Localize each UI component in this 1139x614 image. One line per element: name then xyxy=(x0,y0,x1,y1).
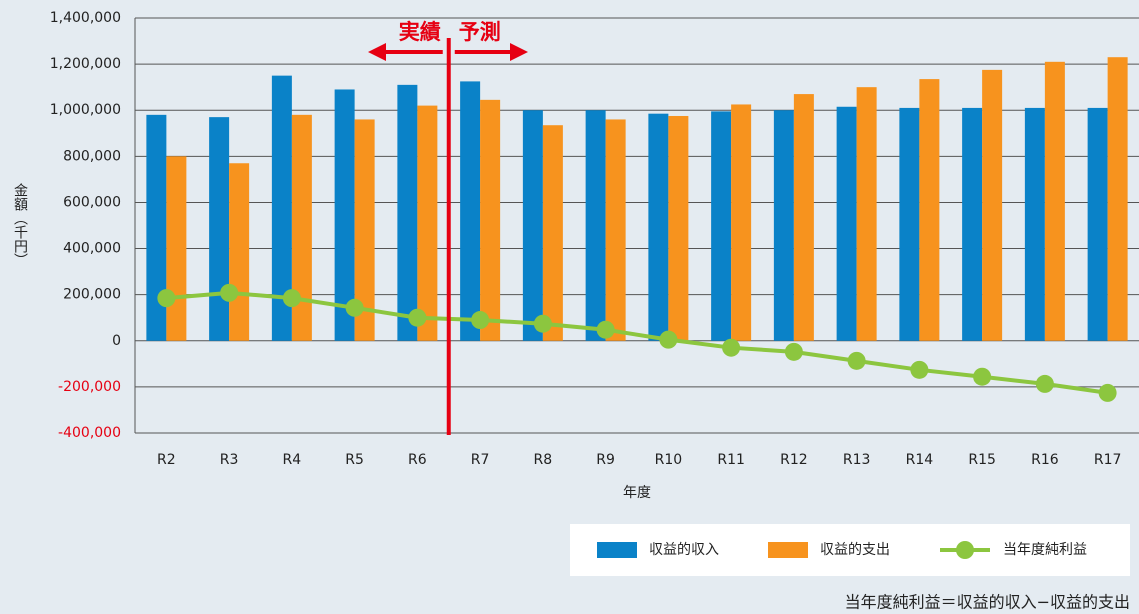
bar xyxy=(731,104,752,341)
point xyxy=(659,330,678,349)
x-tick-label: R13 xyxy=(843,452,871,468)
point xyxy=(345,298,364,317)
x-tick-label: R9 xyxy=(596,452,615,468)
y-tick-label: 400,000 xyxy=(63,241,121,257)
y-tick-label: 1,200,000 xyxy=(50,56,121,72)
legend-swatch xyxy=(956,541,974,559)
bar xyxy=(209,117,230,341)
x-tick-label: R12 xyxy=(780,452,808,468)
legend-swatch xyxy=(597,542,637,558)
bar xyxy=(460,81,481,341)
legend-label: 収益的支出 xyxy=(820,542,890,558)
bar xyxy=(793,94,814,341)
bar xyxy=(229,163,250,341)
bar xyxy=(354,119,375,341)
point xyxy=(910,360,929,379)
bar xyxy=(417,105,438,341)
bar xyxy=(856,87,877,341)
x-tick-label: R3 xyxy=(220,452,239,468)
point xyxy=(471,311,490,330)
x-tick-label: R10 xyxy=(655,452,683,468)
note: 当年度純利益＝収益的収入−収益的支出 xyxy=(845,593,1130,612)
bar xyxy=(668,115,689,341)
bar xyxy=(1044,61,1065,341)
bar xyxy=(648,113,669,341)
line xyxy=(166,290,1108,395)
y-tick-label: 600,000 xyxy=(63,194,121,210)
bar xyxy=(919,79,940,341)
x-tick-label: R4 xyxy=(283,452,302,468)
bar xyxy=(271,75,292,341)
x-tick-label: R15 xyxy=(968,452,996,468)
point xyxy=(1035,374,1054,393)
point xyxy=(722,338,741,357)
bar xyxy=(146,114,167,341)
bar xyxy=(334,89,355,341)
y-tick-label: 200,000 xyxy=(63,287,121,303)
bar xyxy=(605,119,626,341)
x-tick-label: R8 xyxy=(534,452,553,468)
x-tick-label: R16 xyxy=(1031,452,1059,468)
x-tick-label: R14 xyxy=(906,452,934,468)
bar xyxy=(1087,107,1108,341)
x-tick-label: R7 xyxy=(471,452,490,468)
bar xyxy=(585,110,606,341)
bar xyxy=(291,114,312,341)
point xyxy=(282,289,301,308)
y-tick-label: -200,000 xyxy=(58,379,121,395)
x-tick-label: R5 xyxy=(345,452,364,468)
arrow-head xyxy=(510,43,528,61)
legend-label: 収益的収入 xyxy=(649,542,719,558)
point xyxy=(1098,383,1117,402)
y-tick-label: -400,000 xyxy=(58,425,121,441)
y-axis-label: 金額（千円） xyxy=(12,183,28,267)
bar xyxy=(899,107,920,341)
legend-label: 当年度純利益 xyxy=(1003,542,1087,558)
point xyxy=(157,289,176,308)
x-axis-label: 年度 xyxy=(623,485,651,501)
x-tick-label: R17 xyxy=(1094,452,1122,468)
bar xyxy=(836,106,857,341)
y-tick-label: 1,400,000 xyxy=(50,10,121,26)
bar xyxy=(982,69,1003,341)
bar xyxy=(962,107,983,341)
annotation: 予測 xyxy=(459,20,501,44)
arrow-head xyxy=(368,43,386,61)
point xyxy=(973,367,992,386)
x-tick-label: R2 xyxy=(157,452,176,468)
annotation: 実績 xyxy=(399,20,441,44)
legend-box xyxy=(570,524,1130,576)
y-tick-label: 800,000 xyxy=(63,148,121,164)
y-tick-label: 0 xyxy=(112,333,121,349)
bar xyxy=(711,111,732,341)
bar xyxy=(522,110,543,341)
point xyxy=(408,308,427,327)
bar xyxy=(1107,57,1128,341)
x-tick-label: R11 xyxy=(717,452,745,468)
bar xyxy=(542,125,563,341)
bar xyxy=(1024,107,1045,341)
legend-swatch xyxy=(768,542,808,558)
point xyxy=(533,314,552,333)
bar xyxy=(397,84,418,341)
point xyxy=(784,342,803,361)
bar xyxy=(166,156,187,341)
bar xyxy=(480,99,501,341)
y-tick-label: 1,000,000 xyxy=(50,102,121,118)
x-tick-label: R6 xyxy=(408,452,427,468)
point xyxy=(220,283,239,302)
bar xyxy=(773,110,794,341)
point xyxy=(596,320,615,339)
point xyxy=(847,351,866,370)
